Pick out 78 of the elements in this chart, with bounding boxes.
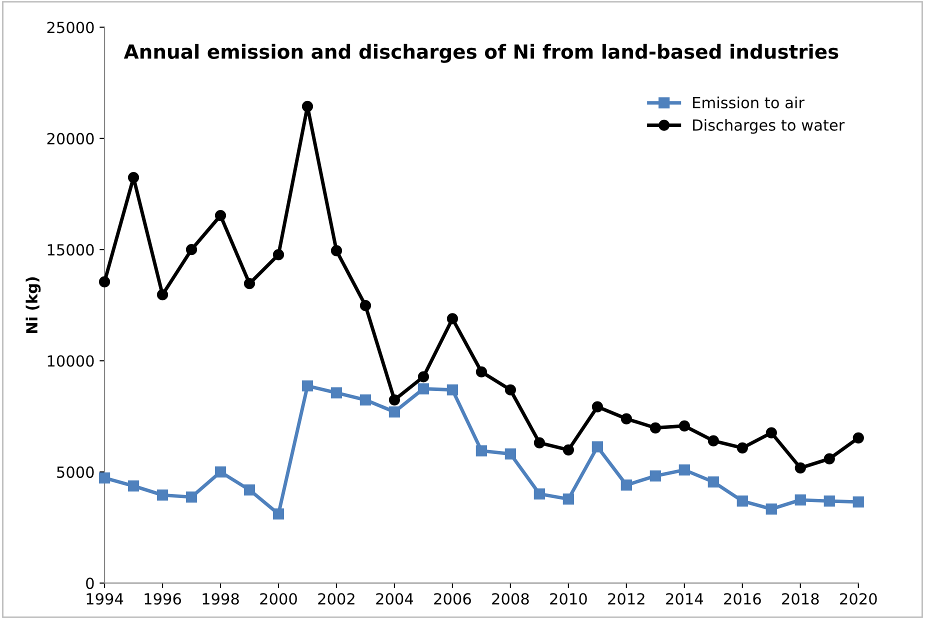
point	[272, 249, 284, 260]
point	[244, 278, 256, 290]
point	[678, 464, 690, 476]
x-tick-label: 2012	[608, 593, 644, 605]
point	[128, 172, 140, 184]
point	[504, 448, 516, 460]
point	[156, 289, 168, 300]
x-tick-label: 2006	[434, 593, 471, 605]
point	[592, 441, 603, 452]
point	[360, 300, 372, 312]
point	[156, 489, 168, 501]
point	[708, 476, 719, 488]
y-tick-label: 0	[86, 578, 94, 590]
x-tick-label: 2010	[550, 593, 587, 605]
y-tick-label: 20000	[47, 132, 94, 144]
point	[824, 495, 835, 507]
point	[678, 420, 690, 432]
point	[446, 313, 458, 324]
point	[98, 472, 110, 484]
x-tick-label: 2018	[782, 593, 819, 605]
point	[186, 491, 198, 503]
x-tick-label: 2008	[492, 593, 529, 605]
point	[244, 484, 256, 496]
point	[330, 387, 342, 398]
point	[534, 437, 546, 448]
point	[650, 422, 661, 434]
point	[504, 384, 516, 396]
y-tick-label: 25000	[47, 22, 94, 34]
x-tick-label: 1994	[86, 593, 124, 605]
x-tick-label: 2004	[376, 593, 414, 605]
text: Annual emission and discharges of Ni from land-based industries	[124, 44, 838, 63]
point	[562, 444, 574, 456]
point	[128, 480, 140, 492]
legend-label: Discharges to water	[693, 118, 845, 134]
point	[852, 432, 864, 444]
point	[736, 442, 748, 454]
point	[388, 394, 400, 406]
point	[388, 406, 400, 418]
point	[650, 470, 661, 482]
point	[766, 504, 777, 515]
point	[418, 383, 430, 394]
point	[186, 244, 198, 256]
point	[852, 496, 864, 508]
point	[302, 100, 314, 112]
point	[214, 210, 226, 222]
x-tick-label: 2020	[840, 593, 877, 605]
x-tick-label: 2000	[260, 593, 297, 605]
point	[562, 493, 574, 505]
point	[360, 394, 372, 406]
point	[620, 413, 632, 424]
point	[272, 508, 284, 520]
y-axis-title: Ni (kg)	[26, 277, 41, 333]
point	[736, 495, 748, 507]
point	[476, 366, 488, 378]
point	[302, 380, 314, 392]
point	[824, 453, 835, 464]
point	[708, 435, 719, 446]
point	[592, 401, 603, 412]
point	[214, 466, 226, 478]
y-tick-label: 10000	[48, 355, 94, 367]
y-tick-label: 15000	[48, 244, 94, 256]
point	[418, 371, 430, 382]
point	[446, 384, 458, 396]
point	[476, 445, 488, 456]
legend-label: Emission to air	[693, 96, 804, 108]
y-tick-label: 5000	[57, 466, 94, 478]
x-tick-label: 1998	[202, 593, 239, 605]
x-tick-label: 2002	[318, 593, 354, 605]
point	[330, 245, 342, 256]
x-tick-label: 2014	[666, 593, 704, 605]
x-tick-label: 2016	[724, 593, 761, 605]
point	[794, 494, 806, 506]
point	[534, 488, 546, 500]
point	[620, 479, 632, 491]
point	[98, 276, 110, 288]
x-tick-label: 1996	[144, 593, 181, 605]
point	[766, 427, 777, 438]
point	[794, 462, 806, 474]
